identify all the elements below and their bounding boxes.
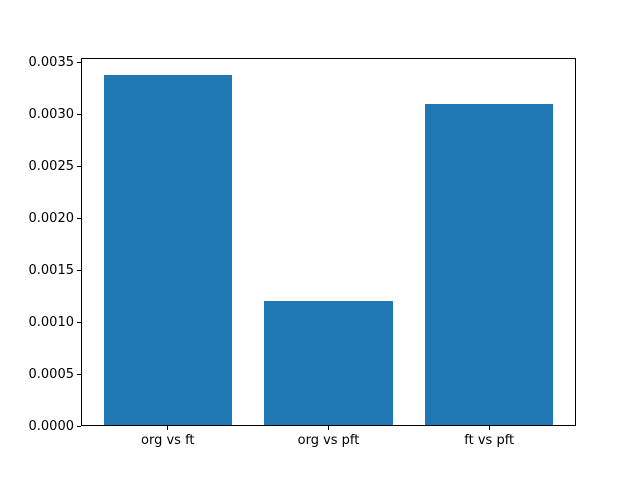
y-tick-label: 0.0015	[28, 262, 75, 278]
y-tick-mark	[77, 269, 81, 271]
x-tick-label: org vs pft	[297, 433, 360, 448]
y-tick-mark	[77, 217, 81, 219]
y-tick-label: 0.0000	[28, 418, 75, 434]
y-tick-mark	[77, 321, 81, 323]
y-tick-mark	[77, 113, 81, 115]
x-tick-label: ft vs pft	[464, 433, 515, 448]
x-tick-mark	[328, 426, 329, 430]
y-tick-mark	[77, 373, 81, 375]
y-tick-mark	[77, 425, 81, 427]
bar-org-vs-ft	[103, 75, 233, 425]
y-tick-mark	[77, 165, 81, 167]
y-tick-label: 0.0030	[28, 106, 75, 122]
y-tick-label: 0.0020	[28, 210, 75, 226]
y-tick-label: 0.0005	[28, 366, 75, 382]
y-tick-label: 0.0035	[28, 54, 75, 70]
y-tick-label: 0.0010	[28, 314, 75, 330]
x-tick-label: org vs ft	[141, 433, 195, 448]
bar-org-vs-pft	[264, 300, 393, 425]
x-tick-mark	[167, 426, 169, 430]
y-tick-label: 0.0025	[28, 158, 75, 174]
bar-ft-vs-pft	[424, 104, 554, 425]
y-tick-mark	[77, 61, 81, 63]
x-tick-mark	[488, 426, 490, 430]
